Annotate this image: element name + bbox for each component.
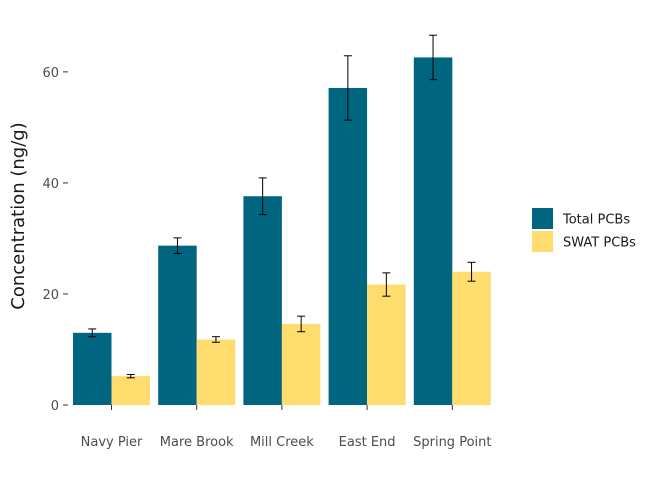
- error-bar-swat-pcbs-1: [211, 336, 220, 343]
- legend: Total PCBs SWAT PCBs: [532, 208, 636, 252]
- bar-total-pcbs-4: [413, 57, 453, 406]
- legend-swatch-total-pcbs: [532, 208, 553, 229]
- error-bar-total-pcbs-2: [258, 177, 267, 216]
- bar-swat-pcbs-2: [281, 323, 321, 405]
- error-bars-group: [88, 34, 476, 379]
- bars-group: [73, 57, 491, 406]
- error-bar-swat-pcbs-2: [297, 315, 306, 333]
- y-tick-label-2: 40: [42, 177, 59, 192]
- bar-swat-pcbs-0: [111, 376, 150, 405]
- error-bar-swat-pcbs-4: [467, 261, 476, 282]
- error-bar-total-pcbs-3: [343, 55, 352, 121]
- error-bar-swat-pcbs-3: [382, 272, 391, 297]
- legend-label-total-pcbs: Total PCBs: [562, 213, 630, 228]
- x-tick-label-1: Mare Brook: [160, 435, 234, 450]
- x-tick-label-2: Mill Creek: [250, 435, 314, 450]
- y-tick-label-1: 20: [42, 288, 59, 303]
- bar-total-pcbs-1: [158, 245, 197, 405]
- x-axis: Navy Pier Mare Brook Mill Creek East End Spr…: [81, 405, 491, 450]
- x-tick-label-3: East End: [339, 435, 396, 450]
- bar-swat-pcbs-4: [452, 271, 491, 405]
- error-bar-swat-pcbs-0: [126, 373, 135, 379]
- error-bar-total-pcbs-1: [173, 237, 182, 254]
- bar-total-pcbs-2: [243, 196, 282, 405]
- y-tick-label-0: 0: [51, 399, 59, 414]
- bar-total-pcbs-3: [328, 87, 368, 405]
- bar-swat-pcbs-3: [367, 284, 406, 405]
- y-tick-label-3: 60: [42, 66, 59, 81]
- error-bar-total-pcbs-4: [429, 34, 438, 81]
- bar-swat-pcbs-1: [196, 339, 236, 405]
- x-tick-label-4: Spring Point: [413, 435, 491, 450]
- error-bar-total-pcbs-0: [88, 328, 97, 338]
- bar-total-pcbs-0: [73, 332, 112, 405]
- legend-label-swat-pcbs: SWAT PCBs: [563, 236, 636, 251]
- y-axis: 0 20 40 60: [42, 66, 68, 414]
- legend-swatch-swat-pcbs: [532, 231, 553, 252]
- x-tick-label-0: Navy Pier: [81, 435, 143, 450]
- y-axis-title: Concentration (ng/g): [8, 122, 29, 309]
